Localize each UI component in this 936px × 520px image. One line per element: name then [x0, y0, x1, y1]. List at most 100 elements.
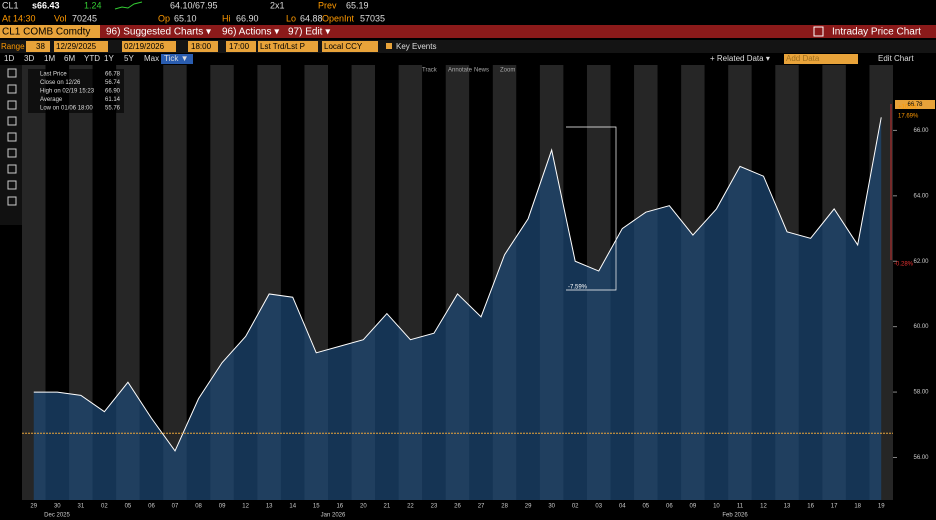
- field[interactable]: [188, 41, 218, 52]
- add-data-field[interactable]: [784, 54, 858, 64]
- tool-icon[interactable]: [7, 68, 17, 78]
- y-tick-label: 56.00: [913, 455, 929, 461]
- x-tick-label: 05: [125, 504, 132, 510]
- tool-icon[interactable]: [7, 196, 17, 206]
- range-end[interactable]: 02/19/2026: [124, 42, 165, 51]
- op-label: Op: [158, 13, 170, 23]
- window-title: Intraday Price Chart: [832, 27, 921, 38]
- field[interactable]: [226, 41, 256, 52]
- tool-icon[interactable]: [7, 132, 17, 142]
- ticker: CL1: [2, 0, 19, 10]
- vol-label: Vol: [54, 13, 67, 23]
- legend-label: High on 02/19 15:23: [40, 89, 95, 95]
- pricing[interactable]: Lst Trd/Lst P: [260, 42, 305, 51]
- month-label: Dec 2025: [44, 513, 70, 519]
- legend-box: [28, 69, 124, 113]
- y-tick-label: 64.00: [913, 193, 929, 199]
- x-tick-label: 20: [360, 504, 367, 510]
- x-tick-label: 12: [242, 504, 249, 510]
- field[interactable]: [322, 41, 378, 52]
- oi: 57035: [360, 13, 385, 23]
- legend-label: Low on 01/06 18:00: [40, 106, 93, 112]
- x-tick-label: 23: [431, 504, 438, 510]
- last-price-box: [895, 100, 935, 109]
- sparkline: [114, 1, 143, 10]
- related-data[interactable]: + Related Data ▾: [710, 54, 770, 63]
- period-button[interactable]: Tick ▼: [164, 54, 189, 63]
- plot-tool[interactable]: Annotate: [448, 68, 473, 74]
- menu-bar: [0, 25, 936, 38]
- tool-icon[interactable]: [7, 116, 17, 126]
- x-tick-label: 06: [148, 504, 155, 510]
- popout-icon[interactable]: [813, 26, 824, 37]
- plot-tool[interactable]: Track: [422, 68, 438, 74]
- plot-area: Track Annotate News Zoom 56.00 58.00 60.00 62.0…: [22, 65, 935, 519]
- tool-icon[interactable]: [7, 180, 17, 190]
- x-tick-label: 06: [666, 504, 673, 510]
- x-tick-label: 28: [501, 504, 508, 510]
- annotation: 17.69%: [898, 114, 919, 120]
- range-start[interactable]: 12/29/2025: [56, 42, 97, 51]
- period-button[interactable]: 1Y: [104, 54, 114, 63]
- plot-tool[interactable]: Zoom: [500, 68, 515, 74]
- legend-label: Close on 12/26: [40, 80, 81, 86]
- tool-icon[interactable]: [7, 100, 17, 110]
- field[interactable]: [54, 41, 108, 52]
- legend-value: 66.90: [105, 89, 121, 95]
- period-button[interactable]: YTD: [84, 54, 100, 63]
- x-tick-label: 19: [878, 504, 885, 510]
- x-tick-label: 29: [525, 504, 532, 510]
- start-time[interactable]: 18:00: [191, 42, 212, 51]
- add-data[interactable]: Add Data: [786, 54, 820, 63]
- x-tick-label: 03: [595, 504, 602, 510]
- x-tick-label: 08: [195, 504, 202, 510]
- annotation: -0.28%: [894, 262, 914, 268]
- legend-value: 61.14: [105, 97, 121, 103]
- x-tick-label: 13: [784, 504, 791, 510]
- actions-menu[interactable]: 96) Actions ▾: [222, 27, 279, 38]
- x-tick-label: 31: [78, 504, 85, 510]
- field[interactable]: [122, 41, 176, 52]
- month-label: Feb 2026: [722, 513, 748, 519]
- price-line: [33, 117, 882, 452]
- period-button[interactable]: 1M: [44, 54, 55, 63]
- y-tick-label: 66.00: [913, 128, 929, 134]
- hi-label: Hi: [222, 13, 231, 23]
- session-band: [69, 65, 93, 500]
- hi: 66.90: [236, 13, 259, 23]
- size: 2x1: [270, 0, 285, 10]
- x-tick-label: 12: [760, 504, 767, 510]
- period-selected: [161, 54, 193, 64]
- period-button[interactable]: Max: [144, 54, 159, 63]
- x-tick-label: 29: [30, 504, 37, 510]
- security[interactable]: CL1 COMB Comdty: [2, 27, 90, 38]
- annotation: +10.04: [898, 105, 917, 111]
- tool-icon[interactable]: [7, 84, 17, 94]
- period-button[interactable]: 6M: [64, 54, 75, 63]
- period-button[interactable]: 3D: [24, 54, 34, 63]
- field[interactable]: [26, 41, 50, 52]
- period-button[interactable]: 5Y: [124, 54, 134, 63]
- y-tick-label: 58.00: [913, 390, 929, 396]
- field[interactable]: [258, 41, 318, 52]
- drawing-toolbar: [0, 65, 22, 225]
- currency[interactable]: Local CCY: [324, 42, 363, 51]
- checkbox[interactable]: [386, 43, 392, 49]
- tool-icon[interactable]: [7, 164, 17, 174]
- key-events[interactable]: Key Events: [396, 42, 436, 51]
- x-tick-label: 26: [454, 504, 461, 510]
- op: 65.10: [174, 13, 197, 23]
- vol: 70245: [72, 13, 97, 23]
- end-time[interactable]: 17:00: [229, 42, 250, 51]
- x-tick-label: 27: [478, 504, 485, 510]
- x-tick-label: 16: [336, 504, 343, 510]
- prev-label: Prev: [318, 0, 337, 10]
- x-tick-label: 22: [407, 504, 414, 510]
- period-button[interactable]: 1D: [4, 54, 14, 63]
- suggested-charts[interactable]: 96) Suggested Charts ▾: [106, 27, 211, 38]
- tool-icon[interactable]: [7, 148, 17, 158]
- edit-chart[interactable]: Edit Chart: [878, 54, 914, 63]
- plot-tool[interactable]: News: [474, 68, 489, 74]
- range-days[interactable]: 38: [36, 42, 45, 51]
- edit-menu[interactable]: 97) Edit ▾: [288, 27, 330, 38]
